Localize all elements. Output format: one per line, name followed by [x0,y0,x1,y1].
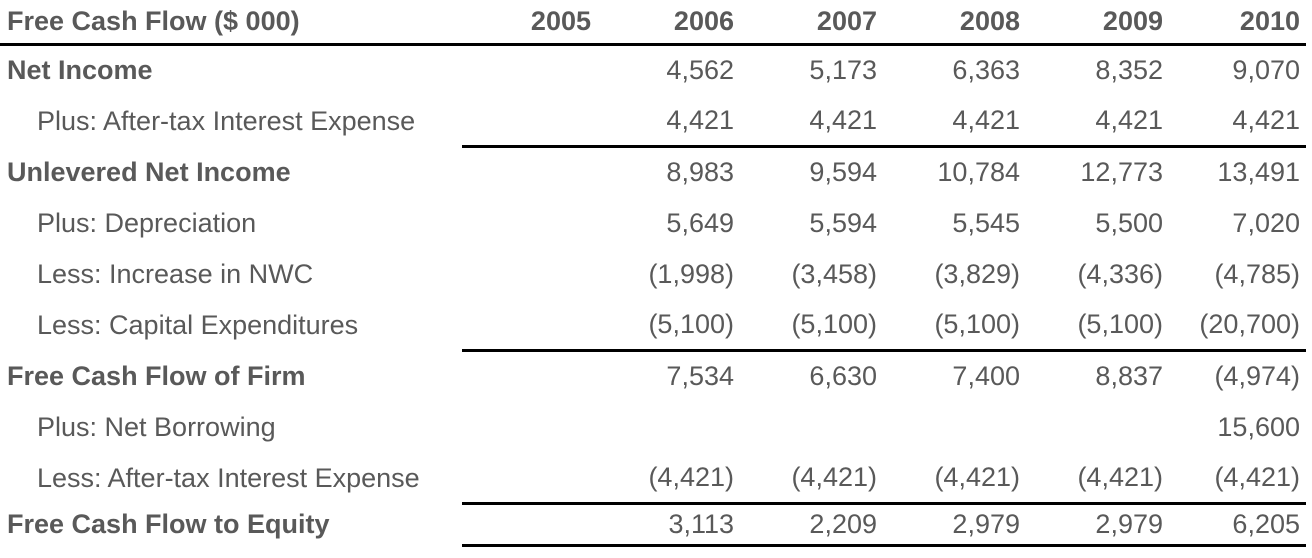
cell-value [462,95,597,148]
table-row-net-income: Net Income 4,562 5,173 6,363 8,352 9,070 [0,45,1306,96]
cell-value: 4,421 [1026,95,1169,148]
cell-value: 4,421 [1169,95,1306,148]
cell-value: 4,421 [597,95,740,148]
cell-value [462,402,597,453]
cell-value: (5,100) [1026,299,1169,352]
cell-value: 3,113 [597,503,740,547]
cell-value [597,402,740,453]
cell-value: 7,400 [952,361,1020,392]
cell-value: (4,421) [883,452,1026,505]
cell-value [462,198,597,249]
cell-value: 4,421 [883,95,1026,148]
cell-value: 2,979 [1026,503,1169,547]
row-label: Less: Capital Expenditures [37,309,359,340]
cell-value: (4,785) [1214,258,1300,289]
cell-value: 13,491 [1217,157,1300,188]
cell-value: (4,421) [740,452,883,505]
cell-value [462,299,597,352]
cell-value: 8,352 [1095,55,1163,86]
row-label: Plus: Net Borrowing [37,411,276,442]
cell-value [462,351,597,402]
cell-value [740,402,883,453]
cell-value: (4,421) [1169,452,1306,505]
cell-value: 2,209 [740,503,883,547]
cell-value: 5,649 [666,207,734,238]
table-row-plus-depreciation: Plus: Depreciation 5,649 5,594 5,545 5,5… [0,198,1306,249]
table-row-free-cash-flow-of-firm: Free Cash Flow of Firm 7,534 6,630 7,400… [0,351,1306,402]
cell-value: 2,979 [883,503,1026,547]
cell-value: 12,773 [1080,157,1163,188]
cell-value: 10,784 [937,157,1020,188]
cell-value: 6,205 [1169,503,1306,547]
cell-value: (3,829) [934,258,1020,289]
cell-value: 7,534 [666,361,734,392]
cell-value: (4,974) [1214,361,1300,392]
cell-value: 5,173 [809,55,877,86]
table-row-free-cash-flow-to-equity: Free Cash Flow to Equity 3,113 2,209 2,9… [0,503,1306,547]
cell-value: 9,070 [1232,55,1300,86]
year-column-header: 2005 [462,0,597,46]
cell-value: 8,983 [666,157,734,188]
row-label: Plus: Depreciation [37,207,257,238]
year-column-header: 2010 [1169,0,1306,46]
row-label: Net Income [7,55,153,86]
table-row-less-after-tax-interest: Less: After-tax Interest Expense (4,421)… [0,452,1306,505]
row-label: Free Cash Flow to Equity [7,509,330,539]
year-column-header: 2009 [1026,0,1169,46]
cell-value: 6,363 [952,55,1020,86]
cell-value [462,503,597,547]
row-label: Less: Increase in NWC [37,258,314,289]
table-row-less-increase-nwc: Less: Increase in NWC (1,998) (3,458) (3… [0,249,1306,300]
cell-value [462,452,597,505]
cell-value: 4,421 [740,95,883,148]
cell-value: 6,630 [809,361,877,392]
cell-value: (5,100) [740,299,883,352]
row-label: Plus: After-tax Interest Expense [37,105,416,136]
cell-value [462,249,597,300]
cell-value [462,45,597,96]
cell-value: (5,100) [883,299,1026,352]
cell-value: 5,594 [809,207,877,238]
cell-value: (4,421) [597,452,740,505]
row-label: Unlevered Net Income [7,156,291,187]
cell-value: 5,500 [1095,207,1163,238]
table-title: Free Cash Flow ($ 000) [0,0,462,46]
row-label: Free Cash Flow of Firm [7,360,306,391]
year-column-header: 2008 [883,0,1026,46]
cell-value [1026,402,1169,453]
year-column-header: 2006 [597,0,740,46]
cell-value: (3,458) [791,258,877,289]
cell-value: 7,020 [1232,207,1300,238]
cell-value: 9,594 [809,157,877,188]
table-row-plus-net-borrowing: Plus: Net Borrowing 15,600 [0,402,1306,453]
cell-value: 15,600 [1217,411,1300,442]
cell-value: 8,837 [1095,361,1163,392]
cell-value [462,147,597,198]
cell-value: (20,700) [1169,299,1306,352]
table-header-row: Free Cash Flow ($ 000) 2005 2006 2007 20… [0,0,1306,46]
table-row-less-capital-expenditures: Less: Capital Expenditures (5,100) (5,10… [0,299,1306,352]
free-cash-flow-table: Free Cash Flow ($ 000) 2005 2006 2007 20… [0,0,1306,547]
cell-value: 4,562 [666,55,734,86]
cell-value [883,402,1026,453]
cell-value: (4,421) [1026,452,1169,505]
table-row-unlevered-net-income: Unlevered Net Income 8,983 9,594 10,784 … [0,147,1306,198]
row-label: Less: After-tax Interest Expense [37,462,420,493]
cell-value: (4,336) [1077,258,1163,289]
year-column-header: 2007 [740,0,883,46]
cell-value: (1,998) [648,258,734,289]
table-row-plus-after-tax-interest: Plus: After-tax Interest Expense 4,421 4… [0,95,1306,148]
cell-value: (5,100) [597,299,740,352]
cell-value: 5,545 [952,207,1020,238]
